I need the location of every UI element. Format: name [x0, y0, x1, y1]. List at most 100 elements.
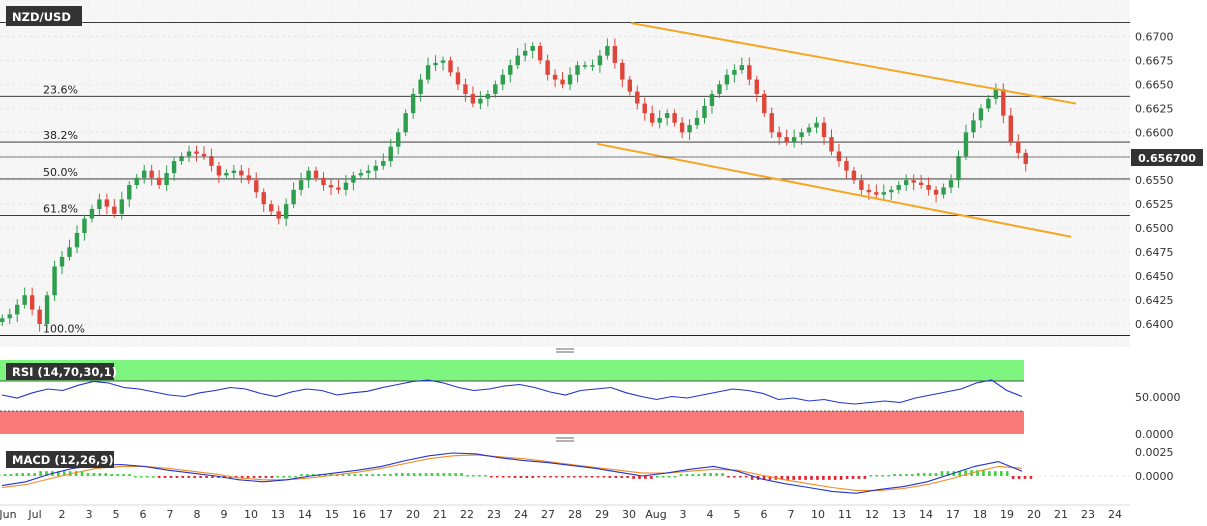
price-tick-label: 0.6625: [1135, 102, 1174, 115]
candle-body: [806, 127, 812, 133]
date-tick-label: 2: [59, 508, 66, 521]
macd-histogram-bar: [519, 476, 523, 478]
macd-histogram-bar: [45, 471, 48, 476]
candle-body: [747, 65, 752, 80]
macd-histogram-bar: [306, 474, 309, 476]
date-tick-label: 17: [946, 508, 960, 521]
lower-trendline: [596, 142, 1072, 238]
macd-histogram-bar: [400, 473, 404, 476]
panel-splitter-2[interactable]: [556, 437, 574, 442]
fib-level-label: 23.6%: [43, 83, 78, 96]
macd-histogram-bar: [857, 476, 861, 479]
date-tick-label: 27: [541, 508, 555, 521]
candle-body: [851, 170, 857, 181]
candle-body: [67, 247, 72, 257]
date-tick-label: 24: [514, 508, 528, 521]
macd-histogram-bar: [270, 476, 274, 478]
macd-histogram-bar: [994, 471, 997, 476]
macd-histogram-bar: [21, 473, 25, 476]
fibonacci-levels: 0.0%23.6%38.2%50.0%61.8%100.0%: [0, 10, 1130, 336]
candle-body: [836, 151, 842, 162]
macd-histogram-bar: [543, 476, 546, 478]
date-axis: Jun Jul 2 3 5 6 7 8 9 10 13 14 15 16 17 20 21 22 23 24 27 28 2…: [0, 504, 1130, 521]
rsi-tick-50: 50.0000: [1135, 391, 1181, 404]
candle-body: [321, 177, 326, 186]
candle-body: [164, 173, 169, 186]
macd-histogram-bar: [187, 476, 191, 478]
macd-histogram-bar: [792, 476, 795, 480]
macd-histogram-bar: [976, 470, 979, 476]
panel-splitter-1[interactable]: [556, 348, 574, 353]
macd-histogram-bar: [495, 476, 499, 478]
macd-histogram-bar: [436, 473, 440, 476]
macd-histogram-bar: [905, 474, 908, 476]
macd-histogram-bar: [839, 476, 843, 480]
candle-body: [537, 46, 543, 61]
date-tick-label: 13: [271, 508, 285, 521]
rsi-panel: RSI (14,70,30,1) 50.0000 0.0000: [0, 358, 1181, 441]
macd-histogram-bar: [827, 476, 831, 480]
candle-body: [336, 187, 341, 190]
candle-body: [859, 180, 864, 190]
macd-histogram-bar: [377, 474, 380, 476]
candle-body: [620, 62, 625, 80]
fib-level-label: 100.0%: [43, 323, 85, 336]
date-tick-label: 14: [298, 508, 312, 521]
macd-histogram-bar: [62, 471, 66, 476]
price-tick-label: 0.6700: [1135, 30, 1174, 43]
candle-body: [89, 208, 95, 219]
date-tick-label: 21: [1054, 508, 1068, 521]
candle-body: [142, 170, 147, 178]
candle-body: [97, 199, 102, 209]
date-tick-label: Jun: [0, 508, 17, 521]
candle-body: [933, 189, 939, 195]
macd-histogram-bar: [406, 473, 410, 476]
candle-body: [403, 113, 408, 133]
candle-body: [874, 192, 879, 195]
candle-body: [388, 146, 393, 162]
candle-body: [664, 113, 670, 118]
macd-histogram-bar: [276, 476, 280, 478]
date-tick-label: 21: [433, 508, 447, 521]
price-tick-label: 0.6675: [1135, 54, 1174, 67]
date-tick-label: 5: [734, 508, 741, 521]
macd-histogram-bar: [899, 474, 902, 476]
candle-body: [941, 187, 946, 195]
candle-body: [246, 175, 251, 181]
macd-histogram-bar: [412, 473, 416, 476]
candle-body: [754, 79, 759, 94]
macd-histogram-bar: [733, 476, 736, 478]
rsi-tick-0: 0.0000: [1135, 428, 1174, 441]
candle-body: [702, 105, 707, 118]
date-tick-label: 24: [1108, 508, 1122, 521]
macd-histogram-bar: [697, 474, 701, 476]
macd-histogram-bar: [312, 474, 315, 476]
macd-histogram-bar: [472, 475, 475, 477]
candle-body: [605, 46, 610, 56]
macd-histogram-bar: [667, 476, 671, 478]
signal-line: [1, 454, 1023, 491]
macd-histogram-bar: [833, 476, 837, 480]
date-tick-label: 5: [113, 508, 120, 521]
macd-histogram-bar: [359, 474, 363, 476]
symbol-label: NZD/USD: [6, 6, 82, 26]
macd-histogram-bar: [958, 471, 962, 476]
macd-histogram-bar: [721, 473, 724, 476]
candle-body: [328, 185, 334, 188]
macd-histogram-bar: [762, 476, 766, 480]
macd-histogram-bar: [205, 476, 208, 478]
date-tick-label: 7: [167, 508, 174, 521]
macd-histogram-bar: [715, 473, 718, 476]
rsi-oversold-zone: [0, 411, 1024, 434]
date-tick-label: 4: [707, 508, 714, 521]
symbol-text: NZD/USD: [12, 10, 71, 24]
macd-histogram-bar: [584, 476, 588, 478]
date-tick-label: 17: [379, 508, 393, 521]
macd-histogram-bar: [424, 473, 428, 476]
candle-body: [425, 65, 431, 80]
macd-histogram-bar: [122, 474, 125, 476]
macd-histogram-bar: [632, 476, 635, 479]
candle-body: [918, 182, 924, 186]
macd-histogram-bar: [27, 473, 30, 476]
